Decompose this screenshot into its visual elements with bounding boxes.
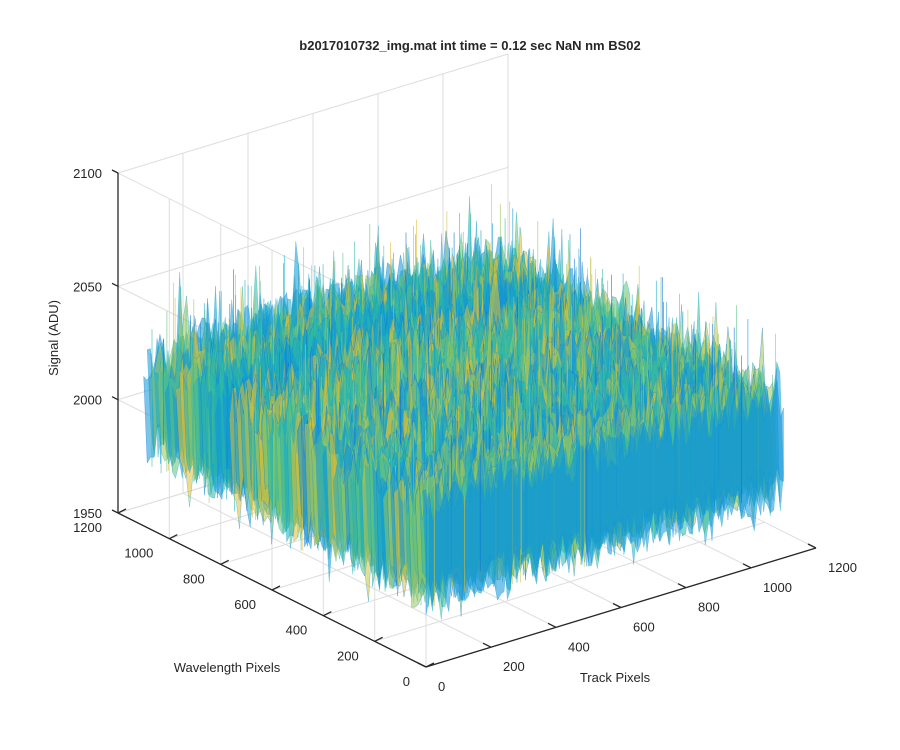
z-tick-label: 2100 <box>73 166 102 181</box>
y-tick <box>374 636 383 642</box>
grid-line-z-right <box>117 53 509 174</box>
x-tick <box>677 583 687 589</box>
y-tick <box>117 508 127 514</box>
z-tick <box>111 396 119 401</box>
grid-line-y-floor <box>374 521 765 642</box>
y-tick-label: 800 <box>183 571 205 586</box>
z-tick-label: 1950 <box>73 506 102 521</box>
z-tick-label: 2050 <box>73 279 102 294</box>
y-axis-label: Wavelength Pixels <box>174 660 281 675</box>
x-tick <box>482 642 492 648</box>
x-tick-label: 400 <box>568 639 590 654</box>
data-surface <box>143 184 784 620</box>
x-tick-label: 600 <box>633 620 655 635</box>
y-tick-label: 0 <box>403 674 410 689</box>
x-tick <box>807 543 817 549</box>
z-tick-label: 2000 <box>73 393 102 408</box>
y-tick <box>169 534 178 540</box>
x-tick-label: 800 <box>698 600 720 615</box>
y-tick-label: 1000 <box>124 546 153 561</box>
x-tick <box>742 563 752 569</box>
z-tick <box>111 282 119 287</box>
x-tick <box>547 622 557 628</box>
y-tick <box>323 611 332 617</box>
z-tick <box>111 169 119 174</box>
x-tick-label: 1200 <box>828 560 857 575</box>
y-tick-label: 600 <box>234 597 256 612</box>
x-tick <box>612 602 622 609</box>
y-tick-label: 1200 <box>73 520 102 535</box>
y-tick-label: 400 <box>286 623 308 638</box>
y-tick <box>271 585 281 591</box>
x-tick-label: 200 <box>503 659 525 674</box>
y-tick-label: 200 <box>337 648 359 663</box>
chart-title: b2017010732_img.mat int time = 0.12 sec … <box>299 38 640 53</box>
labels-layer: b2017010732_img.mat int time = 0.12 sec … <box>46 38 857 694</box>
z-tick <box>111 509 119 514</box>
y-tick <box>425 662 435 668</box>
x-tick-label: 1000 <box>763 580 792 595</box>
z-axis-label: Signal (ADU) <box>46 300 61 376</box>
surface-strip <box>425 373 784 615</box>
x-tick <box>417 662 427 668</box>
grid-line-z-right <box>117 166 509 287</box>
axes-layer <box>111 169 817 668</box>
x-axis-label: Track Pixels <box>580 670 651 685</box>
x-tick-label: 0 <box>438 679 445 694</box>
y-tick <box>220 559 229 565</box>
